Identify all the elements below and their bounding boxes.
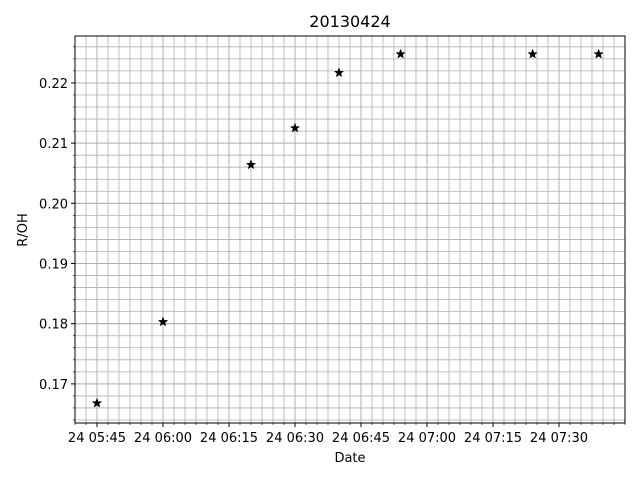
x-tick-label: 24 05:45 [68, 431, 126, 446]
x-axis-ticks: 24 05:45 24 06:00 24 06:15 24 06:30 24 06:45… [68, 423, 626, 446]
data-point [527, 49, 538, 59]
x-tick-label: 24 06:30 [266, 431, 324, 446]
data-point [593, 49, 604, 59]
y-tick-label: 0.17 [39, 378, 68, 393]
y-tick-label: 0.18 [39, 318, 68, 333]
data-point [158, 316, 168, 326]
y-tick-label: 0.22 [39, 77, 68, 92]
y-tick-label: 0.20 [39, 197, 68, 212]
x-tick-label: 24 07:30 [530, 431, 588, 446]
y-axis-ticks: 0.17 0.18 0.19 0.20 0.21 0.22 [39, 46, 75, 421]
x-tick-label: 24 06:15 [200, 431, 258, 446]
y-tick-label: 0.19 [39, 258, 68, 273]
x-tick-label: 24 07:00 [398, 431, 456, 446]
data-point [334, 67, 344, 77]
x-tick-label: 24 06:45 [332, 431, 390, 446]
x-tick-label: 24 06:00 [134, 431, 192, 446]
major-grid [75, 36, 625, 423]
data-point [92, 398, 102, 408]
y-tick-label: 0.21 [39, 137, 68, 152]
data-point [290, 123, 300, 133]
x-axis-title: Date [334, 451, 365, 466]
chart-title: 20130424 [309, 12, 390, 31]
x-tick-label: 24 07:15 [464, 431, 522, 446]
data-point [246, 159, 256, 169]
y-axis-title: R/OH [16, 213, 31, 246]
data-points [92, 49, 604, 408]
data-point [395, 49, 406, 59]
